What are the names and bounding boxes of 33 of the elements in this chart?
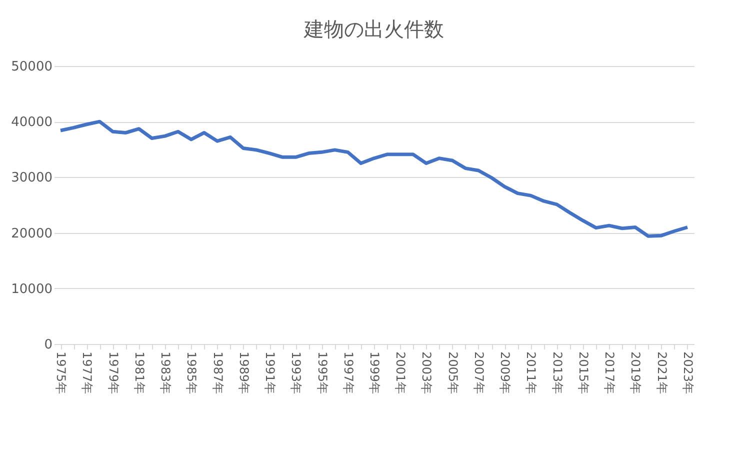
x-tick-label: 2009年 bbox=[498, 352, 512, 394]
x-tick-label: 2003年 bbox=[420, 352, 434, 394]
x-tick-label: 2023年 bbox=[680, 352, 695, 394]
x-tick-label: 2015年 bbox=[576, 352, 590, 394]
y-tick-label: 40000 bbox=[11, 115, 52, 130]
y-tick-label: 50000 bbox=[11, 60, 52, 74]
x-tick-label: 1997年 bbox=[341, 352, 356, 394]
x-tick-label: 1981年 bbox=[132, 352, 146, 394]
x-tick-label: 2011年 bbox=[524, 352, 538, 394]
y-tick-label: 20000 bbox=[11, 226, 52, 242]
x-tick-label: 1983年 bbox=[158, 352, 173, 394]
x-tick-label: 2021年 bbox=[654, 352, 669, 394]
x-tick-label: 1979年 bbox=[106, 352, 120, 394]
x-tick-label: 2007年 bbox=[472, 352, 486, 394]
x-tick-label: 1985年 bbox=[184, 352, 199, 394]
x-tick-label: 2013年 bbox=[550, 352, 564, 394]
y-tick-label: 30000 bbox=[11, 170, 52, 186]
y-tick-label: 10000 bbox=[11, 282, 52, 297]
x-tick-label: 1995年 bbox=[315, 352, 330, 394]
x-tick-label: 1977年 bbox=[80, 352, 94, 394]
x-tick-label: 1989年 bbox=[236, 352, 251, 394]
x-tick-label: 1991年 bbox=[263, 352, 278, 394]
y-tick-label: 0 bbox=[44, 338, 52, 352]
x-tick-label: 1975年 bbox=[54, 352, 68, 394]
x-tick-label: 2001年 bbox=[394, 352, 408, 394]
x-tick-label: 2019年 bbox=[628, 352, 643, 394]
x-tick-label: 2017年 bbox=[602, 352, 617, 394]
x-tick-label: 2005年 bbox=[446, 352, 460, 394]
x-tick-label: 1987年 bbox=[210, 352, 225, 394]
x-tick-label: 1999年 bbox=[368, 352, 382, 394]
chart-title: 建物の出火件数 bbox=[303, 17, 444, 41]
x-tick-label: 1993年 bbox=[289, 352, 304, 394]
line-series bbox=[58, 120, 690, 238]
